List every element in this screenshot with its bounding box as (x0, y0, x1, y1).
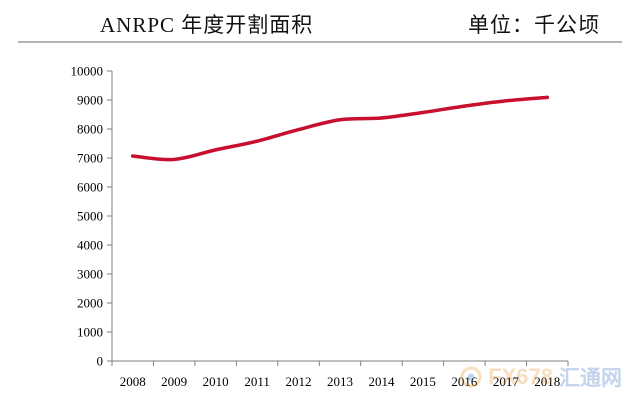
data-point (462, 104, 466, 108)
x-tick-label: 2010 (203, 374, 229, 389)
data-point (255, 139, 259, 143)
data-point (296, 127, 301, 132)
y-tick-label: 9000 (77, 93, 103, 108)
data-point (545, 95, 549, 99)
y-tick-label: 7000 (77, 151, 103, 166)
y-tick-label: 5000 (77, 209, 103, 224)
y-tick-label: 8000 (77, 122, 103, 137)
x-tick-label: 2017 (493, 374, 520, 389)
y-tick-label: 0 (97, 354, 104, 369)
y-tick-label: 1000 (77, 325, 103, 340)
y-tick-label: 6000 (77, 180, 103, 195)
data-point (214, 148, 218, 152)
y-tick-label: 10000 (71, 64, 104, 79)
x-axis-ticks: 2008 2009 2010 2011 2012 2013 2014 2015 2016 2017… (111, 361, 569, 389)
fx678-logo-icon (460, 366, 482, 388)
y-tick-label: 2000 (77, 296, 103, 311)
x-tick-label: 2014 (368, 374, 395, 389)
chart-series (130, 95, 550, 162)
y-axis-ticks: 0 1000 2000 3000 4000 5000 6000 7000 8000 9000 100… (71, 64, 112, 369)
chart-header: ANRPC 年度开割面积 单位：千公顷 (0, 0, 640, 44)
data-point (379, 116, 384, 120)
data-point (421, 110, 425, 115)
data-point (131, 154, 135, 158)
watermark-text-cn: 汇通网 (559, 366, 622, 390)
x-tick-label: 2013 (327, 374, 353, 389)
watermark: FX678 汇通网 (460, 364, 622, 390)
data-point (504, 99, 508, 103)
x-tick-label: 2016 (451, 374, 478, 389)
x-tick-label: 2012 (286, 374, 312, 389)
x-tick-label: 2011 (244, 374, 270, 389)
data-point (338, 118, 342, 122)
y-tick-label: 4000 (77, 238, 103, 253)
data-point (172, 157, 176, 162)
unit-label: 单位：千公顷 (468, 13, 600, 37)
x-tick-label: 2008 (120, 374, 146, 389)
y-tick-label: 3000 (77, 267, 103, 282)
x-tick-label: 2009 (161, 374, 187, 389)
chart-axes (111, 71, 568, 362)
header-divider (18, 41, 622, 43)
watermark-text: FX678 (488, 364, 553, 389)
x-tick-label: 2018 (534, 374, 560, 389)
x-tick-label: 2015 (410, 374, 436, 389)
chart-title: ANRPC 年度开割面积 (100, 13, 314, 37)
series-line (130, 95, 550, 162)
